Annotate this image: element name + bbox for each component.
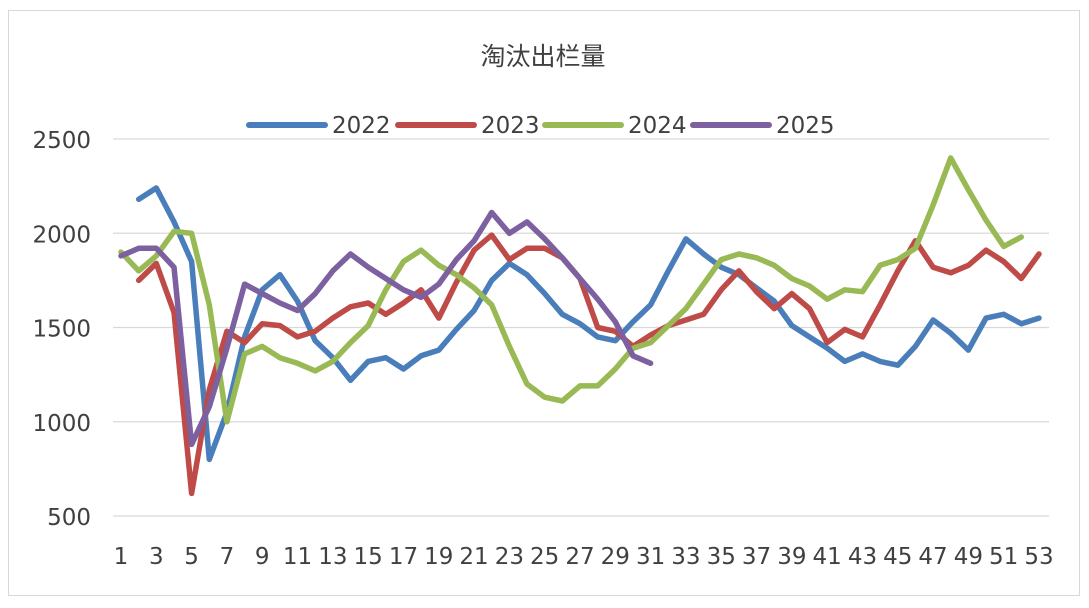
x-tick-label: 23 <box>495 544 524 570</box>
y-tick-label: 2500 <box>32 128 91 154</box>
series-line-2024 <box>118 155 1025 425</box>
legend-label-2022: 2022 <box>332 113 391 139</box>
x-tick-label: 39 <box>777 544 806 570</box>
x-tick-label: 17 <box>389 544 418 570</box>
legend-label-2025: 2025 <box>776 113 835 139</box>
x-tick-label: 29 <box>601 544 630 570</box>
line-chart: 淘汰出栏量 1 3 5 7 9 11 13 15 17 19 21 23 25 27 29 31 33 35 37 3… <box>32 42 1054 570</box>
x-tick-label: 47 <box>918 544 947 570</box>
x-tick-label: 35 <box>707 544 736 570</box>
x-tick-label: 33 <box>671 544 700 570</box>
x-tick-label: 19 <box>424 544 453 570</box>
x-tick-label: 3 <box>149 544 164 570</box>
y-tick-label: 500 <box>47 505 91 531</box>
series-line-2022 <box>135 185 1042 463</box>
y-tick-label: 1500 <box>32 317 91 343</box>
y-axis: 500 1000 1500 2000 2500 <box>32 128 91 531</box>
x-tick-label: 43 <box>848 544 877 570</box>
x-tick-label: 53 <box>1024 544 1053 570</box>
y-tick-label: 2000 <box>32 222 91 248</box>
x-tick-label: 49 <box>954 544 983 570</box>
chart-title: 淘汰出栏量 <box>480 42 605 71</box>
x-tick-label: 7 <box>220 544 235 570</box>
x-tick-label: 37 <box>742 544 771 570</box>
series-group <box>118 155 1042 497</box>
x-tick-label: 45 <box>883 544 912 570</box>
legend: 2022 2023 2024 2025 <box>246 113 835 139</box>
x-tick-label: 1 <box>114 544 129 570</box>
x-tick-label: 21 <box>459 544 488 570</box>
x-tick-label: 51 <box>989 544 1018 570</box>
x-tick-label: 25 <box>530 544 559 570</box>
x-tick-label: 5 <box>184 544 199 570</box>
x-tick-label: 9 <box>255 544 270 570</box>
chart-container: 淘汰出栏量 1 3 5 7 9 11 13 15 17 19 21 23 25 27 29 31 33 35 37 3… <box>8 10 1080 596</box>
x-tick-label: 15 <box>354 544 383 570</box>
x-tick-label: 13 <box>318 544 347 570</box>
series-line-2023 <box>135 232 1042 497</box>
series-line-2025 <box>118 209 654 448</box>
legend-label-2023: 2023 <box>481 113 540 139</box>
x-tick-label: 11 <box>283 544 312 570</box>
x-axis: 1 3 5 7 9 11 13 15 17 19 21 23 25 27 29 31 33 35 37 39 41 43 4… <box>114 544 1054 570</box>
y-tick-label: 1000 <box>32 411 91 437</box>
x-tick-label: 41 <box>813 544 842 570</box>
x-tick-label: 27 <box>565 544 594 570</box>
x-tick-label: 31 <box>636 544 665 570</box>
legend-label-2024: 2024 <box>628 113 687 139</box>
